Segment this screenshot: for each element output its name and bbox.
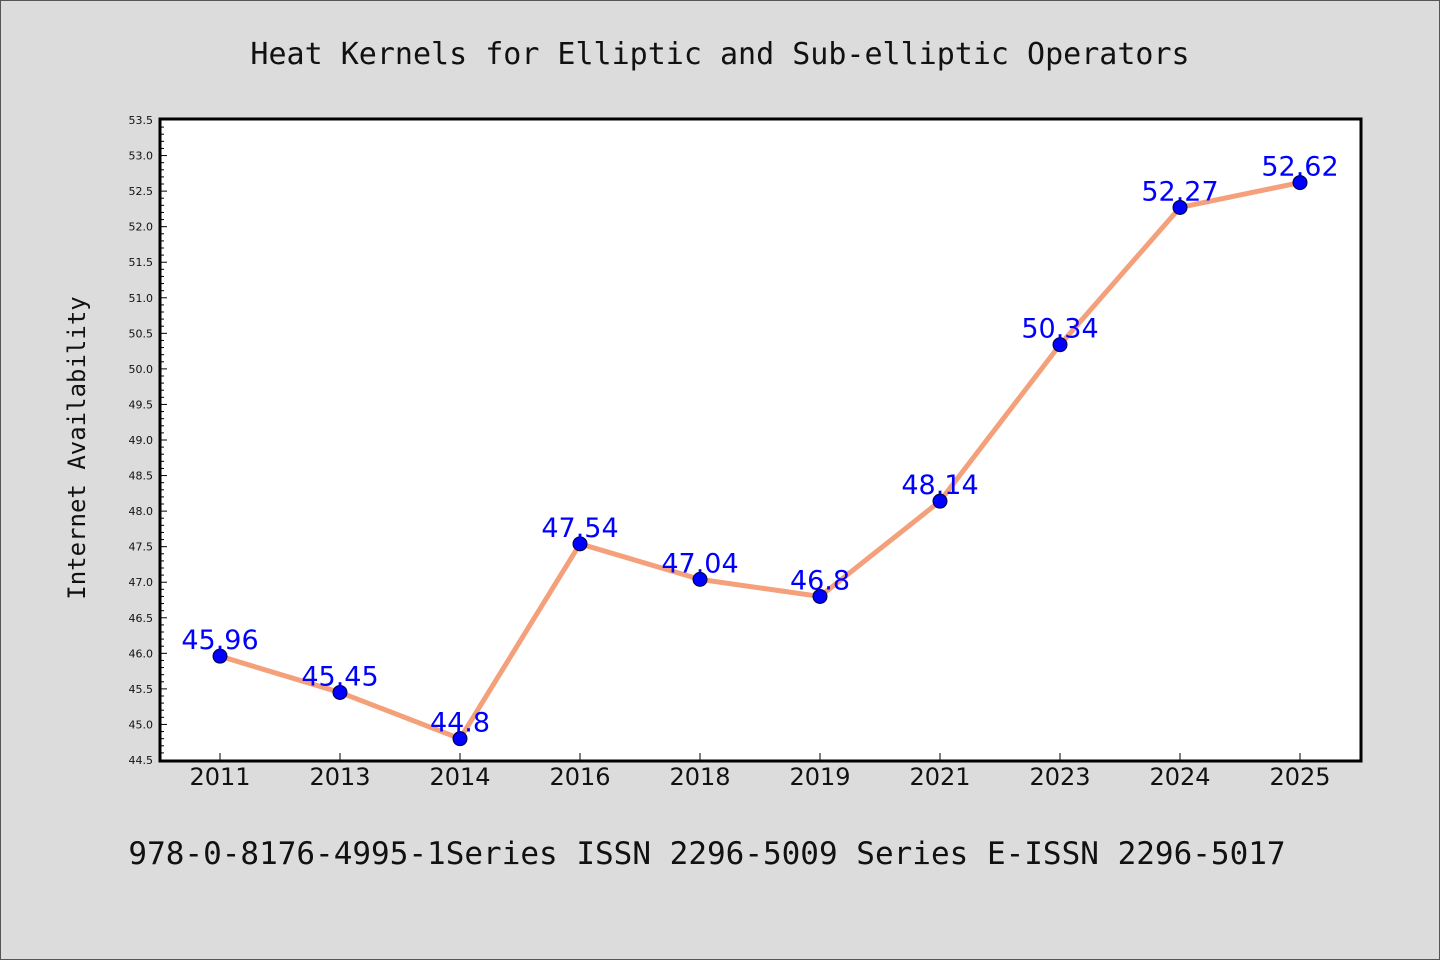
y-tick-label: 53.0 bbox=[129, 150, 154, 163]
data-point-marker bbox=[452, 731, 468, 747]
data-point-marker bbox=[1172, 199, 1188, 215]
y-tick-label: 45.0 bbox=[129, 718, 154, 731]
x-tick-label: 2024 bbox=[1149, 763, 1210, 791]
y-tick-label: 48.5 bbox=[129, 470, 154, 483]
footer-isbn-text: 978-0-8176-4995-1Series ISSN 2296-5009 S… bbox=[128, 836, 1285, 872]
y-tick-label: 45.5 bbox=[129, 683, 154, 696]
data-point-marker bbox=[1052, 337, 1068, 353]
data-point-marker bbox=[572, 536, 588, 552]
x-tick-label: 2019 bbox=[789, 763, 850, 791]
data-point-marker bbox=[1292, 175, 1308, 191]
data-point-label: 47.54 bbox=[541, 513, 618, 544]
data-markers bbox=[212, 175, 1308, 747]
x-axis-ticks: 2011 2013 2014 2016 2018 2019 2021 2023 2024 2025 bbox=[189, 753, 1331, 791]
y-tick-label: 53.5 bbox=[129, 114, 154, 127]
y-axis-ticks: 44.5 45.0 45.5 46.0 46.5 47.0 47.5 48.0 48.5 49.0… bbox=[129, 114, 167, 767]
data-point-label: 52.62 bbox=[1261, 152, 1338, 183]
data-point-label: 48.14 bbox=[901, 470, 978, 501]
y-tick-label: 52.5 bbox=[129, 185, 154, 198]
y-tick-label: 46.5 bbox=[129, 612, 154, 625]
x-tick-label: 2016 bbox=[549, 763, 610, 791]
x-tick-label: 2025 bbox=[1269, 763, 1330, 791]
data-point-label: 45.96 bbox=[181, 625, 258, 656]
y-tick-label: 49.5 bbox=[129, 398, 154, 411]
data-point-marker bbox=[332, 684, 348, 700]
data-point-label: 47.04 bbox=[661, 548, 738, 579]
data-point-marker bbox=[812, 588, 828, 604]
data-point-label: 50.34 bbox=[1021, 314, 1098, 345]
x-tick-label: 2023 bbox=[1029, 763, 1090, 791]
data-point-marker bbox=[212, 648, 228, 664]
y-tick-label: 47.5 bbox=[129, 541, 154, 554]
y-tick-label: 44.5 bbox=[129, 754, 154, 767]
y-axis-label: Internet Availability bbox=[63, 296, 91, 599]
y-tick-label: 50.0 bbox=[129, 363, 154, 376]
data-point-label: 52.27 bbox=[1141, 176, 1218, 207]
data-point-label: 44.8 bbox=[430, 708, 490, 739]
x-tick-label: 2021 bbox=[909, 763, 970, 791]
series-line-group bbox=[217, 180, 1303, 742]
data-point-label: 45.45 bbox=[301, 661, 378, 692]
y-tick-label: 46.0 bbox=[129, 647, 154, 660]
x-tick-label: 2014 bbox=[429, 763, 490, 791]
data-labels: 45.96 45.45 44.8 47.54 47.04 46.8 48.14 50.34 52… bbox=[181, 152, 1338, 739]
chart-title: Heat Kernels for Elliptic and Sub-ellipt… bbox=[250, 37, 1189, 72]
data-point-marker bbox=[692, 571, 708, 587]
y-tick-label: 51.0 bbox=[129, 292, 154, 305]
data-point-marker bbox=[932, 493, 948, 509]
x-tick-label: 2018 bbox=[669, 763, 730, 791]
y-tick-label: 52.0 bbox=[129, 221, 154, 234]
y-tick-label: 50.5 bbox=[129, 327, 154, 340]
y-tick-label: 48.0 bbox=[129, 505, 154, 518]
series-line bbox=[217, 180, 1303, 742]
data-point-label: 46.8 bbox=[790, 565, 850, 596]
y-tick-label: 51.5 bbox=[129, 256, 154, 269]
y-tick-label: 49.0 bbox=[129, 434, 154, 447]
x-tick-label: 2011 bbox=[189, 763, 250, 791]
y-tick-label: 47.0 bbox=[129, 576, 154, 589]
x-tick-label: 2013 bbox=[309, 763, 370, 791]
